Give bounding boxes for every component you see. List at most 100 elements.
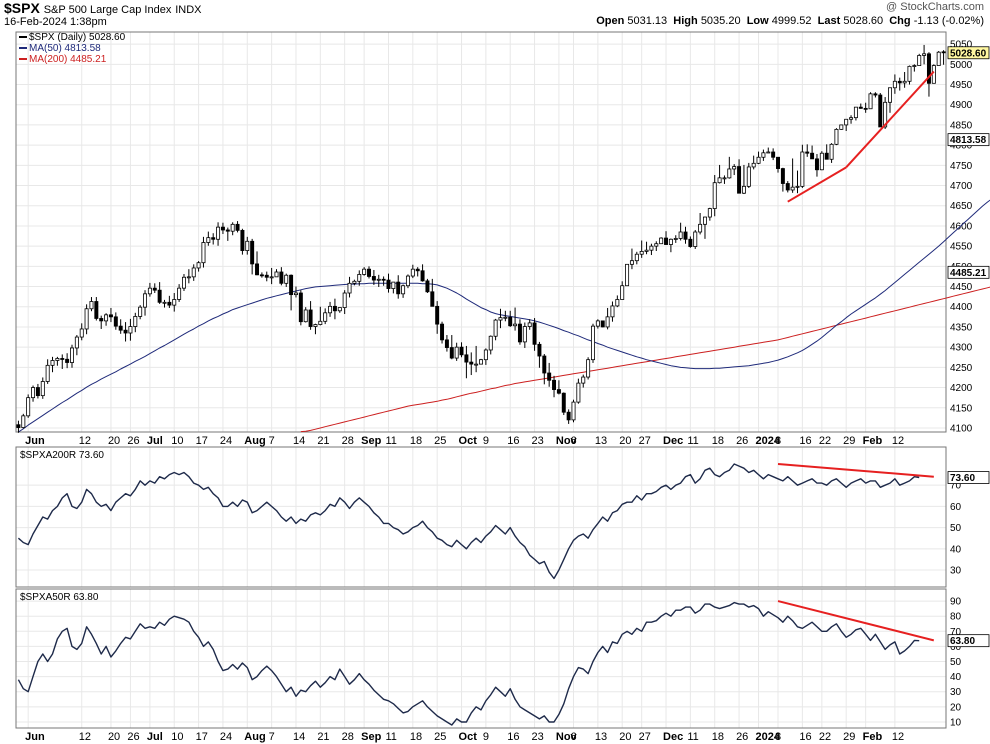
x-tick-label: 2024 <box>756 731 781 743</box>
candle-body <box>912 65 917 67</box>
x-tick-label: Dec <box>663 731 683 743</box>
y-tick-label: 4850 <box>950 120 973 131</box>
y-tick-label: 40 <box>950 672 962 683</box>
candle-body <box>888 87 892 103</box>
candle-body <box>727 168 732 179</box>
y-tick-label: 70 <box>950 627 962 638</box>
candle-body <box>746 166 751 187</box>
y-tick-label: 50 <box>950 523 962 534</box>
x-tick-label: 20 <box>619 435 631 447</box>
candle-body <box>547 372 552 381</box>
x-tick-label: 8 <box>775 435 781 447</box>
x-tick-label: 29 <box>843 435 855 447</box>
spxa50r-title: $SPXA50R 63.80 <box>20 592 99 603</box>
candle-body <box>649 245 654 251</box>
x-tick-label: 18 <box>712 731 724 743</box>
candle-body <box>659 237 664 245</box>
candle-body <box>79 328 84 338</box>
candle-body <box>532 322 537 345</box>
x-tick-label: Feb <box>863 731 883 743</box>
candle-body <box>819 152 824 171</box>
spxa200r-trendline <box>777 462 934 478</box>
high-label: High <box>673 15 698 27</box>
symbol-title: $SPX S&P 500 Large Cap Index INDX <box>4 0 202 16</box>
candle-body <box>673 238 678 240</box>
candle-body <box>902 80 907 84</box>
low-label: Low <box>746 15 769 27</box>
x-tick-label: 24 <box>220 731 232 743</box>
candle-body <box>342 292 347 308</box>
candle-body <box>50 360 55 366</box>
x-tick-label: Feb <box>863 435 883 447</box>
candle-body <box>615 299 620 307</box>
x-tick-label: 23 <box>532 435 544 447</box>
y-tick-label: 80 <box>950 612 962 623</box>
y-tick-label: 4750 <box>950 161 973 172</box>
x-tick-label: 16 <box>799 435 811 447</box>
exchange-label: INDX <box>175 4 202 16</box>
candle-body <box>941 51 946 54</box>
x-tick-label: Oct <box>459 731 478 743</box>
candle-body <box>35 387 40 397</box>
y-tick-label: 10 <box>950 717 962 728</box>
spxa200r-line <box>17 463 920 580</box>
candle-body <box>897 80 902 84</box>
candle-body <box>245 240 250 251</box>
candle-body <box>931 65 936 84</box>
x-tick-label: 10 <box>171 435 183 447</box>
candle-body <box>576 382 581 403</box>
x-tick-label: 6 <box>571 435 577 447</box>
x-tick-label: 16 <box>507 435 519 447</box>
candle-body <box>517 323 522 343</box>
candle-body <box>712 182 717 209</box>
candle-body <box>31 387 36 399</box>
x-tick-label: Jun <box>25 731 45 743</box>
candle-body <box>508 316 513 327</box>
candle-body <box>814 158 819 171</box>
x-tick-label: 11 <box>385 435 396 447</box>
candle-body <box>488 335 493 351</box>
candle-body <box>654 243 659 247</box>
y-tick-label: 4400 <box>950 302 973 313</box>
x-tick-label: 20 <box>108 435 120 447</box>
ma200-line <box>300 286 990 433</box>
last-label: Last <box>817 15 841 27</box>
candle-body <box>493 319 498 337</box>
x-tick-label: 9 <box>483 731 489 743</box>
candle-body <box>844 118 849 126</box>
x-tick-label: 18 <box>410 731 422 743</box>
candle-body <box>542 355 547 374</box>
candle-body <box>498 317 503 321</box>
candle-body <box>776 156 780 169</box>
candle-body <box>259 274 264 277</box>
candle-body <box>108 314 113 318</box>
y-tick-label: 4700 <box>950 181 973 192</box>
y-tick-label: 30 <box>950 566 962 577</box>
candle-body <box>922 53 927 56</box>
spxa50r-line <box>17 601 920 726</box>
candle-body <box>152 287 157 291</box>
y-tick-label: 4950 <box>950 80 973 91</box>
candle-body <box>16 424 21 428</box>
x-tick-label: 18 <box>410 435 422 447</box>
spxa200r-tag-box <box>947 471 990 484</box>
candle-body <box>167 301 172 306</box>
candle-body <box>274 271 279 278</box>
chart-header: $SPX S&P 500 Large Cap Index INDX 16-Feb… <box>0 0 990 32</box>
candle-body <box>591 325 595 361</box>
y-tick-label: 5050 <box>950 40 973 51</box>
candle-body <box>435 305 440 325</box>
x-tick-label: Nov <box>556 435 578 447</box>
candle-body <box>741 185 746 194</box>
y-tick-label: 5000 <box>950 60 973 71</box>
x-tick-label: Jul <box>147 435 163 447</box>
candle-body <box>683 231 688 240</box>
x-tick-label: 28 <box>342 435 354 447</box>
y-tick-label: 4800 <box>950 141 973 152</box>
candle-body <box>323 312 328 322</box>
candle-body <box>104 314 109 322</box>
x-tick-label: 21 <box>317 731 329 743</box>
candle-body <box>474 363 479 366</box>
candle-body <box>644 249 649 252</box>
